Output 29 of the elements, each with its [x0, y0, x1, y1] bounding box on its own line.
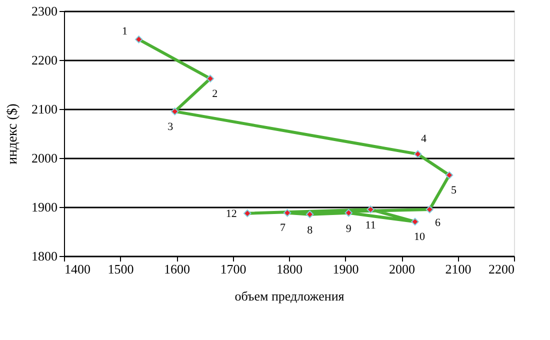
- y-tick-label: 2300: [32, 4, 58, 18]
- x-axis-title: объем предложения: [234, 288, 344, 304]
- x-tick-label: 2100: [445, 262, 472, 276]
- y-tick-label: 1800: [32, 248, 58, 264]
- annotation: 4: [421, 133, 428, 146]
- annotation: 12: [226, 208, 237, 220]
- x-tick-label: 1700: [220, 262, 246, 276]
- annotation: 9: [346, 222, 352, 235]
- annotation: 8: [307, 224, 314, 236]
- x-tick-label: 1600: [164, 262, 190, 276]
- annotation: 10: [414, 231, 426, 244]
- annotation: 2: [212, 88, 218, 100]
- x-tick-label: 1400: [64, 262, 90, 276]
- y-axis-title: индекс ($): [6, 103, 20, 164]
- annotation: 7: [280, 222, 286, 234]
- x-tick-label: 2200: [488, 262, 514, 276]
- y-tick-label: 1900: [32, 200, 58, 214]
- x-tick-label: 2000: [389, 262, 415, 276]
- annotation: 6: [435, 217, 442, 230]
- y-tick-label: 2200: [32, 52, 58, 68]
- annotation: 3: [168, 120, 174, 133]
- y-tick-label: 2100: [32, 102, 58, 116]
- y-tick-label: 2000: [32, 150, 58, 166]
- x-tick-label: 1800: [276, 262, 302, 276]
- annotation: 11: [365, 219, 376, 232]
- x-tick-label: 1500: [108, 262, 134, 276]
- annotation: 5: [451, 184, 458, 197]
- x-tick-label: 1900: [332, 262, 359, 276]
- annotation: 1: [122, 26, 128, 38]
